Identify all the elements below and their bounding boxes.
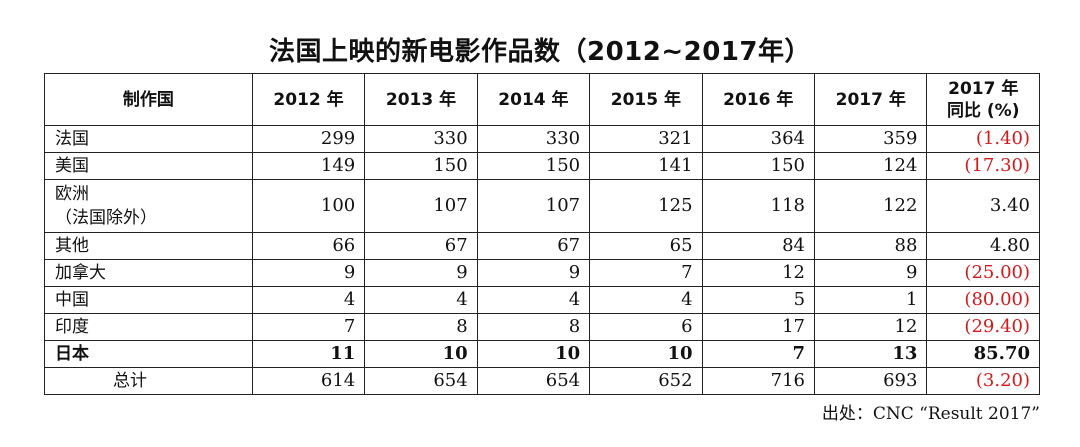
value-cell: 9 <box>814 259 928 287</box>
country-cell: 欧洲 （法国除外） <box>44 179 253 233</box>
country-cell: 法国 <box>44 125 253 153</box>
country-cell: 印度 <box>44 313 253 341</box>
value-cell: 8 <box>364 313 478 341</box>
value-cell: 122 <box>814 179 928 233</box>
value-cell: 654 <box>364 367 478 395</box>
source-note: 出处：CNC “Result 2017” <box>821 404 1040 424</box>
yoy-cell: 4.80 <box>926 232 1040 260</box>
value-cell: 107 <box>476 179 591 233</box>
yoy-cell: (80.00) <box>926 286 1040 314</box>
value-cell: 100 <box>251 179 366 233</box>
value-cell: 10 <box>364 340 478 368</box>
value-cell: 10 <box>476 340 591 368</box>
value-cell: 150 <box>701 152 816 180</box>
column-header: 2017 年 <box>814 73 928 126</box>
value-cell: 359 <box>814 125 928 153</box>
value-cell: 84 <box>701 232 816 260</box>
column-header: 制作国 <box>44 73 253 126</box>
country-cell: 加拿大 <box>44 259 253 287</box>
value-cell: 364 <box>701 125 816 153</box>
country-cell: 日本 <box>44 340 253 368</box>
value-cell: 654 <box>476 367 591 395</box>
value-cell: 66 <box>251 232 366 260</box>
value-cell: 330 <box>364 125 478 153</box>
yoy-cell: (17.30) <box>926 152 1040 180</box>
value-cell: 11 <box>251 340 366 368</box>
table-row: 法国 299 330 330 321 364 359 (1.40) <box>44 125 1040 153</box>
yoy-cell: (29.40) <box>926 313 1040 341</box>
value-cell: 652 <box>589 367 703 395</box>
value-cell: 4 <box>476 286 591 314</box>
value-cell: 12 <box>814 313 928 341</box>
chart-title: 法国上映的新电影作品数（2012~2017年） <box>268 37 811 67</box>
table-row: 印度 7 8 8 6 17 12 (29.40) <box>44 313 1040 341</box>
value-cell: 12 <box>701 259 816 287</box>
table-row: 美国 149 150 150 141 150 124 (17.30) <box>44 152 1040 180</box>
table-row: 中国 4 4 4 4 5 1 (80.00) <box>44 286 1040 314</box>
column-header: 2016 年 <box>701 73 816 126</box>
yoy-cell: 3.40 <box>926 179 1040 233</box>
value-cell: 124 <box>814 152 928 180</box>
table-row: 日本 11 10 10 10 7 13 85.70 <box>44 340 1040 368</box>
value-cell: 67 <box>476 232 591 260</box>
value-cell: 10 <box>589 340 703 368</box>
table-row: 加拿大 9 9 9 7 12 9 (25.00) <box>44 259 1040 287</box>
value-cell: 330 <box>476 125 591 153</box>
value-cell: 4 <box>589 286 703 314</box>
column-header: 2013 年 <box>364 73 478 126</box>
country-cell: 中国 <box>44 286 253 314</box>
value-cell: 150 <box>476 152 591 180</box>
column-header: 2015 年 <box>589 73 703 126</box>
yoy-cell: (1.40) <box>926 125 1040 153</box>
value-cell: 4 <box>364 286 478 314</box>
total-row: 总计 614 654 654 652 716 693 (3.20) <box>44 367 1040 395</box>
value-cell: 1 <box>814 286 928 314</box>
column-header: 2012 年 <box>251 73 366 126</box>
value-cell: 321 <box>589 125 703 153</box>
column-header: 2017 年同比 (%) <box>926 73 1040 126</box>
value-cell: 118 <box>701 179 816 233</box>
value-cell: 141 <box>589 152 703 180</box>
value-cell: 716 <box>701 367 816 395</box>
value-cell: 7 <box>589 259 703 287</box>
value-cell: 693 <box>814 367 928 395</box>
value-cell: 9 <box>364 259 478 287</box>
value-cell: 9 <box>251 259 366 287</box>
table-row: 其他 66 67 67 65 84 88 4.80 <box>44 232 1040 260</box>
value-cell: 7 <box>701 340 816 368</box>
value-cell: 88 <box>814 232 928 260</box>
country-cell: 美国 <box>44 152 253 180</box>
value-cell: 6 <box>589 313 703 341</box>
country-cell: 总计 <box>44 367 253 395</box>
value-cell: 9 <box>476 259 591 287</box>
value-cell: 67 <box>364 232 478 260</box>
country-cell: 其他 <box>44 232 253 260</box>
value-cell: 65 <box>589 232 703 260</box>
value-cell: 149 <box>251 152 366 180</box>
value-cell: 614 <box>251 367 366 395</box>
value-cell: 150 <box>364 152 478 180</box>
value-cell: 13 <box>814 340 928 368</box>
value-cell: 8 <box>476 313 591 341</box>
yoy-cell: (3.20) <box>926 367 1040 395</box>
value-cell: 4 <box>251 286 366 314</box>
value-cell: 299 <box>251 125 366 153</box>
value-cell: 17 <box>701 313 816 341</box>
yoy-cell: 85.70 <box>926 340 1040 368</box>
value-cell: 125 <box>589 179 703 233</box>
value-cell: 5 <box>701 286 816 314</box>
value-cell: 7 <box>251 313 366 341</box>
column-header: 2014 年 <box>476 73 591 126</box>
yoy-cell: (25.00) <box>926 259 1040 287</box>
table-row: 欧洲 （法国除外） 100 107 107 125 118 122 3.40 <box>44 179 1040 233</box>
value-cell: 107 <box>364 179 478 233</box>
